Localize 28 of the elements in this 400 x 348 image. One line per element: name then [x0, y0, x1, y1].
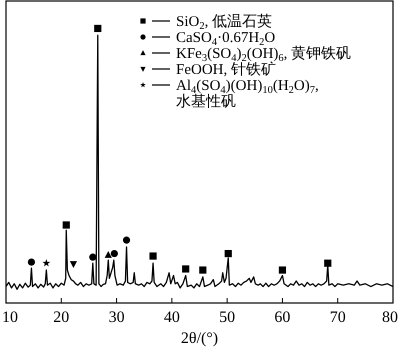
- legend-label: FeOOH, 针铁矿: [176, 61, 276, 78]
- x-tick-label: 10: [2, 309, 18, 326]
- point: [62, 221, 70, 229]
- point: [42, 259, 50, 267]
- point: [224, 250, 232, 258]
- x-tick-label: 50: [219, 309, 236, 326]
- text: Al$_{4}$(SO$_{4}$)(OH)$_{10}$(H$_{2}$O)$_{7}$, 水基性矾: [176, 78, 319, 110]
- point: [199, 266, 206, 274]
- point: [89, 254, 96, 261]
- legend-label: CaSO$_{4}$·0.67H$_{2}$O: [176, 30, 276, 48]
- x-tick-label: 20: [53, 309, 70, 326]
- x-tick-label: 40: [164, 309, 180, 326]
- x-tick-label: 70: [330, 309, 346, 326]
- point: [110, 250, 118, 258]
- point: [182, 265, 190, 273]
- x-tick-label: 60: [274, 309, 290, 326]
- legend-label: SiO$_{2}$, 低温石英: [176, 13, 272, 32]
- point: [278, 266, 286, 274]
- point: [324, 260, 332, 267]
- point: [28, 258, 36, 266]
- point: [122, 236, 130, 244]
- point: [104, 250, 112, 258]
- point: [149, 252, 157, 260]
- point: [70, 261, 78, 268]
- x-axis-title: 2θ/(°): [180, 330, 218, 347]
- x-tick-label: 30: [108, 309, 125, 326]
- x-tick-label: 80: [382, 309, 398, 326]
- point: [94, 24, 102, 32]
